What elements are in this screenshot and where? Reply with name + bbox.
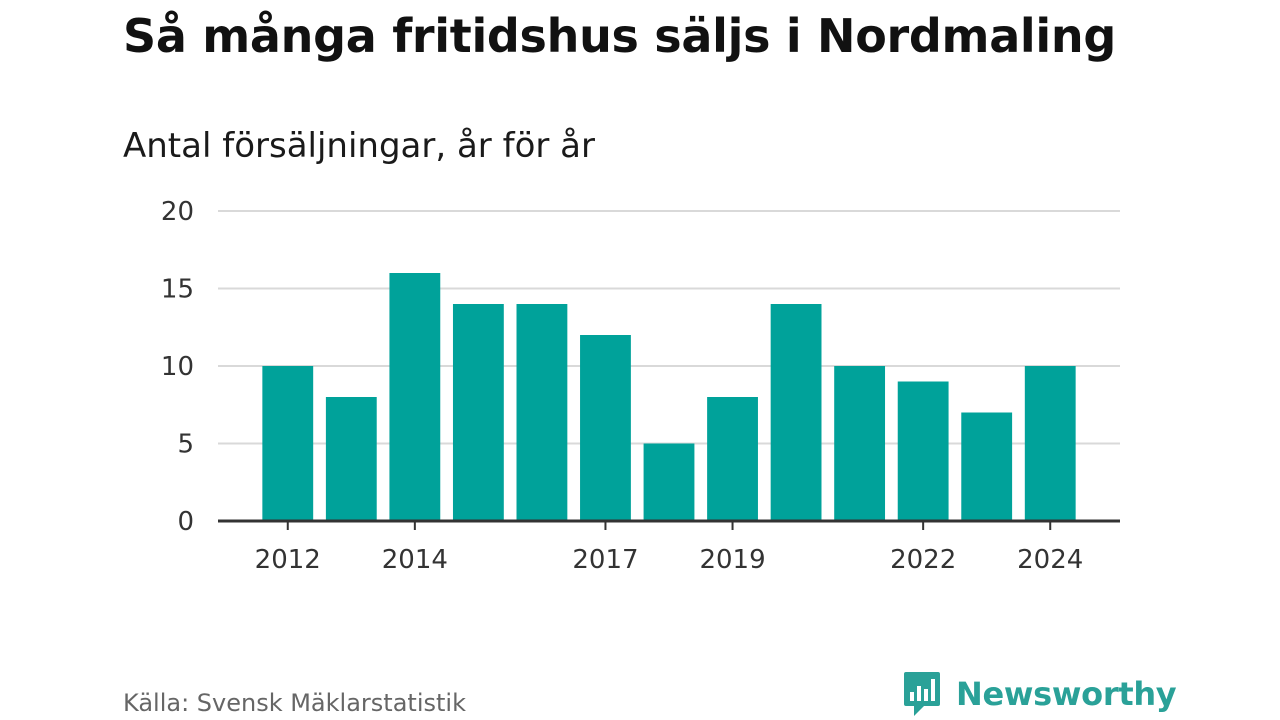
bar-2019 (707, 397, 758, 521)
y-tick-label: 15 (161, 275, 194, 305)
bar-2020 (770, 304, 822, 521)
chart-title: Så många fritidshus säljs i Nordmaling (123, 9, 1116, 63)
chart-subtitle: Antal försäljningar, år för år (123, 126, 595, 166)
y-tick-label: 0 (177, 507, 194, 537)
y-tick-label: 20 (161, 197, 194, 227)
axes: 0 5 10 15 20 2012 2014 2017 2019 2022 2024 (161, 197, 1120, 575)
brand-name: Newsworthy (956, 675, 1177, 713)
y-tick-label: 10 (161, 352, 194, 382)
x-tick-label: 2024 (1017, 545, 1083, 575)
bar-2018 (643, 443, 695, 521)
bars (262, 273, 1076, 521)
newsworthy-logo-icon (904, 672, 940, 716)
bar-2014 (389, 273, 441, 521)
bar-2012 (262, 366, 314, 521)
x-tick-label: 2014 (382, 545, 448, 575)
x-tick-label: 2019 (699, 545, 765, 575)
bar-2022 (897, 381, 949, 521)
x-tick-label: 2012 (255, 545, 321, 575)
x-tick-label: 2022 (890, 545, 956, 575)
bar-2015 (452, 304, 504, 521)
source-note: Källa: Svensk Mäklarstatistik (123, 689, 466, 717)
bar-chart: 0 5 10 15 20 2012 2014 2017 2019 2022 2024 (161, 197, 1120, 575)
bar-2021 (834, 366, 886, 521)
bar-2024 (1024, 366, 1076, 521)
bar-2017 (580, 335, 631, 521)
brand: Newsworthy (902, 670, 1177, 718)
bar-2016 (516, 304, 568, 521)
bar-2023 (961, 412, 1013, 521)
y-tick-label: 5 (177, 430, 194, 460)
bar-2013 (325, 397, 377, 521)
x-tick-label: 2017 (572, 545, 638, 575)
